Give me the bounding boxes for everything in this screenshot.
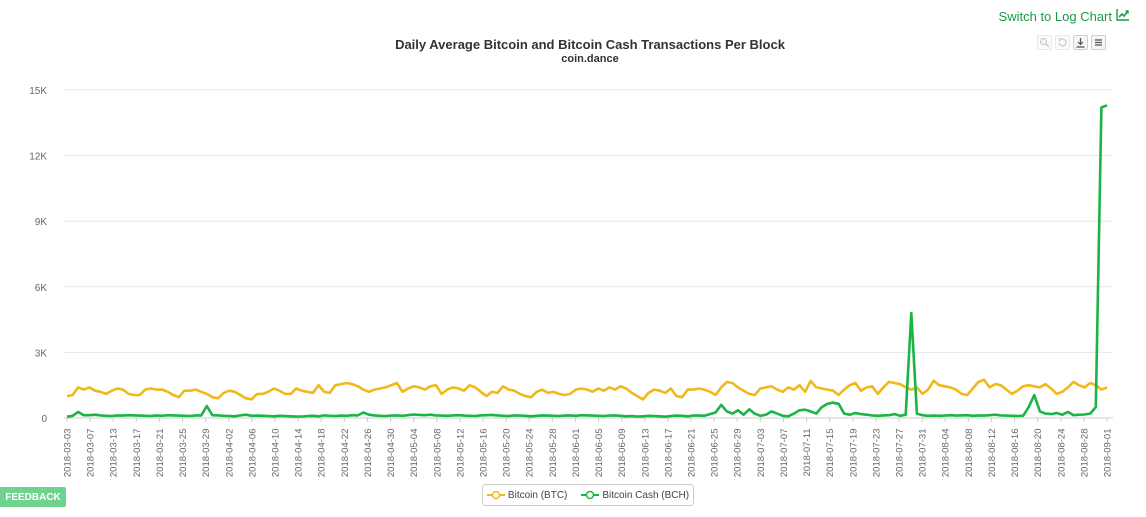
legend-item-bch[interactable]: Bitcoin Cash (BCH) [581, 490, 689, 501]
legend-item-btc[interactable]: Bitcoin (BTC) [486, 489, 568, 501]
x-tick-label: 2018-08-16 [1010, 429, 1021, 478]
y-tick-label: 12K [29, 152, 47, 163]
legend-btc-label: Bitcoin (BTC) [507, 489, 568, 501]
x-tick-label: 2018-05-16 [479, 429, 490, 478]
x-tick-label: 2018-05-24 [525, 429, 536, 478]
x-tick-label: 2018-06-09 [617, 429, 628, 478]
x-tick-label: 2018-08-24 [1056, 429, 1067, 478]
x-tick-label: 2018-03-29 [201, 429, 212, 478]
y-tick-label: 3K [35, 348, 48, 359]
y-tick-label: 9K [35, 217, 48, 228]
legend-btc-marker-icon [486, 490, 505, 500]
x-tick-label: 2018-04-10 [271, 429, 282, 478]
line-chart-icon [1116, 8, 1130, 24]
x-tick-label: 2018-07-27 [895, 429, 906, 478]
x-tick-label: 2018-07-19 [848, 429, 859, 478]
x-tick-label: 2018-08-04 [941, 429, 952, 478]
x-tick-label: 2018-06-17 [663, 429, 674, 478]
x-tick-label: 2018-04-22 [340, 429, 351, 478]
switch-log-chart-link[interactable]: Switch to Log Chart [999, 8, 1130, 24]
menu-icon[interactable] [1091, 35, 1106, 50]
x-tick-label: 2018-06-21 [687, 429, 698, 478]
x-tick-label: 2018-04-30 [386, 429, 397, 478]
x-tick-label: 2018-06-29 [733, 429, 744, 478]
reset-icon[interactable] [1055, 35, 1070, 50]
x-tick-label: 2018-08-12 [987, 429, 998, 478]
series-line-bch[interactable] [66, 104, 1108, 419]
x-tick-label: 2018-09-01 [1103, 429, 1114, 478]
y-tick-label: 0 [41, 414, 47, 425]
x-tick-label: 2018-08-20 [1033, 429, 1044, 478]
x-tick-label: 2018-05-04 [409, 429, 420, 478]
chart-subtitle: coin.dance [561, 53, 619, 65]
x-tick-label: 2018-05-28 [548, 429, 559, 478]
x-tick-label: 2018-07-15 [825, 429, 836, 478]
x-tick-label: 2018-07-07 [779, 429, 790, 478]
x-tick-label: 2018-08-08 [964, 429, 975, 478]
x-tick-label: 2018-07-11 [802, 429, 813, 477]
x-tick-label: 2018-06-25 [710, 429, 721, 478]
legend-bch-label: Bitcoin Cash (BCH) [602, 489, 690, 501]
feedback-button[interactable]: FEEDBACK [0, 487, 66, 507]
x-tick-label: 2018-07-03 [756, 429, 767, 478]
x-tick-label: 2018-03-25 [178, 429, 189, 478]
x-tick-label: 2018-07-23 [871, 429, 882, 478]
x-tick-label: 2018-04-26 [363, 429, 374, 478]
switch-log-chart-label: Switch to Log Chart [998, 8, 1112, 24]
chart-toolbar [1037, 35, 1106, 50]
x-tick-label: 2018-04-06 [247, 429, 258, 478]
x-tick-label: 2018-05-20 [502, 428, 513, 477]
x-tick-label: 2018-03-21 [155, 429, 166, 478]
x-tick-label: 2018-04-02 [224, 429, 235, 478]
x-tick-label: 2018-07-31 [918, 429, 929, 478]
y-tick-label: 6K [35, 283, 48, 294]
y-tick-label: 15K [29, 86, 47, 97]
x-tick-label: 2018-03-17 [132, 429, 143, 478]
x-tick-label: 2018-06-05 [594, 429, 605, 478]
download-icon[interactable] [1073, 35, 1088, 50]
x-tick-label: 2018-06-01 [571, 429, 582, 478]
x-tick-label: 2018-08-28 [1079, 429, 1090, 478]
series-line-btc[interactable] [66, 378, 1108, 401]
x-tick-label: 2018-04-14 [294, 429, 305, 478]
x-tick-label: 2018-03-03 [63, 429, 74, 478]
chart-legend: Bitcoin (BTC) Bitcoin Cash (BCH) [482, 484, 694, 506]
x-tick-label: 2018-03-13 [109, 429, 120, 478]
zoom-in-icon[interactable] [1037, 35, 1052, 50]
x-tick-label: 2018-03-07 [86, 429, 97, 478]
chart-title: Daily Average Bitcoin and Bitcoin Cash T… [395, 37, 785, 52]
x-tick-label: 2018-04-18 [317, 429, 328, 478]
x-tick-label: 2018-06-13 [640, 429, 651, 478]
x-tick-label: 2018-05-08 [432, 429, 443, 478]
legend-bch-marker-icon [581, 490, 600, 500]
x-tick-label: 2018-05-12 [455, 429, 466, 478]
